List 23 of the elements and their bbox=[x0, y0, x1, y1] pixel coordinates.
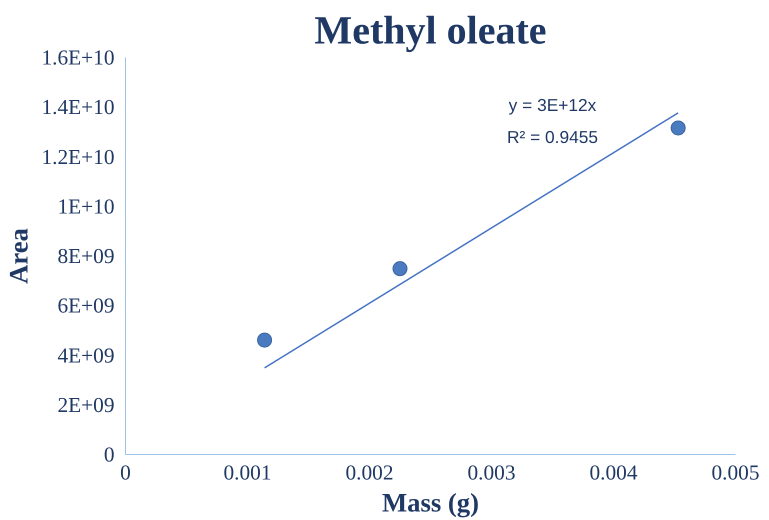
x-tick-label: 0.001 bbox=[224, 460, 272, 484]
point bbox=[392, 261, 408, 276]
y-tick-label: 2E+09 bbox=[57, 392, 115, 417]
point bbox=[670, 120, 686, 136]
x-tick-label: 0.005 bbox=[712, 460, 760, 484]
y-tick-label: 1E+10 bbox=[57, 194, 115, 218]
y-tick-label: 1.4E+10 bbox=[41, 95, 114, 120]
annotation: R² = 0.9455 bbox=[506, 126, 598, 147]
point bbox=[257, 332, 272, 348]
x-axis-title: Mass (g) bbox=[382, 488, 479, 518]
y-tick-label: 6E+09 bbox=[57, 294, 115, 318]
chart-title: Methyl oleate bbox=[314, 8, 547, 52]
y-tick-label: 1.6E+10 bbox=[41, 46, 114, 70]
x-tick-label: 0.004 bbox=[590, 460, 638, 484]
y-tick-label: 4E+09 bbox=[57, 343, 115, 368]
x-tick-label: 0.003 bbox=[468, 460, 516, 484]
x-tick-label: 0.002 bbox=[346, 460, 394, 484]
annotation: y = 3E+12x bbox=[508, 95, 597, 116]
y-axis-title: Area bbox=[3, 228, 34, 284]
y-tick-label: 0 bbox=[104, 442, 115, 466]
y-tick-label: 8E+09 bbox=[57, 244, 115, 268]
x-tick-label: 0 bbox=[120, 460, 131, 484]
y-tick-label: 1.2E+10 bbox=[41, 144, 114, 169]
